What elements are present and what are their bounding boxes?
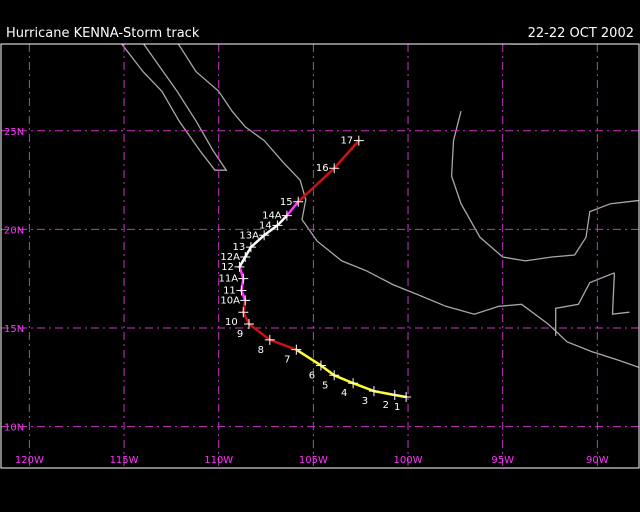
track-point-marker <box>264 334 275 345</box>
coastline-segment <box>450 110 639 262</box>
track-point-marker <box>238 307 249 318</box>
track-point-marker <box>353 135 364 146</box>
track-segment <box>372 389 397 397</box>
track-point-label: 1 <box>394 402 400 413</box>
track-point-marker <box>240 295 251 306</box>
track-point-marker <box>329 163 340 174</box>
date-range: 22-22 OCT 2002 <box>527 26 634 41</box>
track-point-marker <box>401 392 412 403</box>
track-point-marker <box>272 220 283 231</box>
lon-label: 110W <box>204 455 233 466</box>
track-point-label: 3 <box>362 396 368 407</box>
track-point-label: 13A <box>239 230 259 241</box>
track-point-label: 8 <box>258 345 264 356</box>
lat-lon-grid <box>1 44 639 468</box>
track-segment <box>319 364 336 377</box>
track-point-marker <box>240 251 251 262</box>
track-segment <box>249 234 266 249</box>
track-segment <box>238 255 247 269</box>
track-point-label: 12 <box>221 262 234 273</box>
track-segment <box>247 322 272 342</box>
track-point-label: 7 <box>284 355 290 366</box>
track-point-marker <box>329 370 340 381</box>
track-point-label: 5 <box>322 380 328 391</box>
track-segment <box>276 214 289 227</box>
lon-label: 95W <box>491 455 514 466</box>
track-point-marker <box>293 196 304 207</box>
track-segment <box>240 289 247 302</box>
track-segment <box>262 224 279 237</box>
lat-label: 20N <box>4 225 24 236</box>
track-point-label: 15 <box>280 197 293 208</box>
coastline-segment <box>120 44 228 171</box>
lat-label: 15N <box>4 324 24 335</box>
track-segment <box>285 200 300 217</box>
lat-label: 10N <box>4 423 24 434</box>
lat-label: 25N <box>4 127 24 138</box>
track-point-label: 10 <box>225 317 238 328</box>
track-point-label: 4 <box>341 388 347 399</box>
coastline-segment <box>555 272 615 336</box>
map-frame <box>0 43 640 469</box>
axis-labels: 25N 20N 15N 10N 120W 115W 110W 105W 100W 95W 90W <box>4 127 609 466</box>
track-point-marker <box>389 390 400 401</box>
track-point-marker <box>281 210 292 221</box>
track-point-marker <box>348 378 359 389</box>
track-point-label: 11A <box>219 274 239 285</box>
track-point-marker <box>259 230 270 241</box>
coastline-segment <box>611 272 630 315</box>
track-point-label: 12A <box>220 252 240 263</box>
lon-label: 100W <box>394 455 423 466</box>
track-point-label: 14 <box>259 220 272 231</box>
track-segment <box>351 381 376 393</box>
track-segment <box>268 338 298 351</box>
track-point-label: 2 <box>383 400 389 411</box>
track-segment <box>332 374 355 385</box>
track-segment <box>296 166 336 204</box>
track-point-label: 17 <box>340 136 353 147</box>
track-point-label: 6 <box>309 370 315 381</box>
lon-label: 115W <box>110 455 139 466</box>
track-point-marker <box>245 242 256 253</box>
track-point-marker <box>368 386 379 397</box>
track-segment <box>295 348 323 367</box>
track-point-marker <box>238 273 249 284</box>
track-segment <box>243 245 253 259</box>
lon-label: 120W <box>15 455 44 466</box>
track-point-marker <box>236 285 247 296</box>
lon-label: 105W <box>299 455 328 466</box>
track-point-label: 16 <box>316 163 329 174</box>
track-point-label: 13 <box>233 242 246 253</box>
track-point-marker <box>315 360 326 371</box>
track-segment <box>238 265 245 280</box>
lon-label: 90W <box>586 455 609 466</box>
track-point-label: 14A <box>262 211 282 222</box>
track-point-marker <box>234 261 245 272</box>
track-segment <box>332 139 361 170</box>
map-title: Hurricane KENNA-Storm track <box>6 26 200 41</box>
track-point-label: 9 <box>237 329 243 340</box>
coastline-segment <box>177 44 639 369</box>
coastlines <box>120 44 639 369</box>
track-point-label: 11 <box>223 286 236 297</box>
track-point-label: 10A <box>220 295 240 306</box>
track-point-marker <box>244 319 255 330</box>
track-point-marker <box>291 344 302 355</box>
track-segment <box>242 310 251 326</box>
